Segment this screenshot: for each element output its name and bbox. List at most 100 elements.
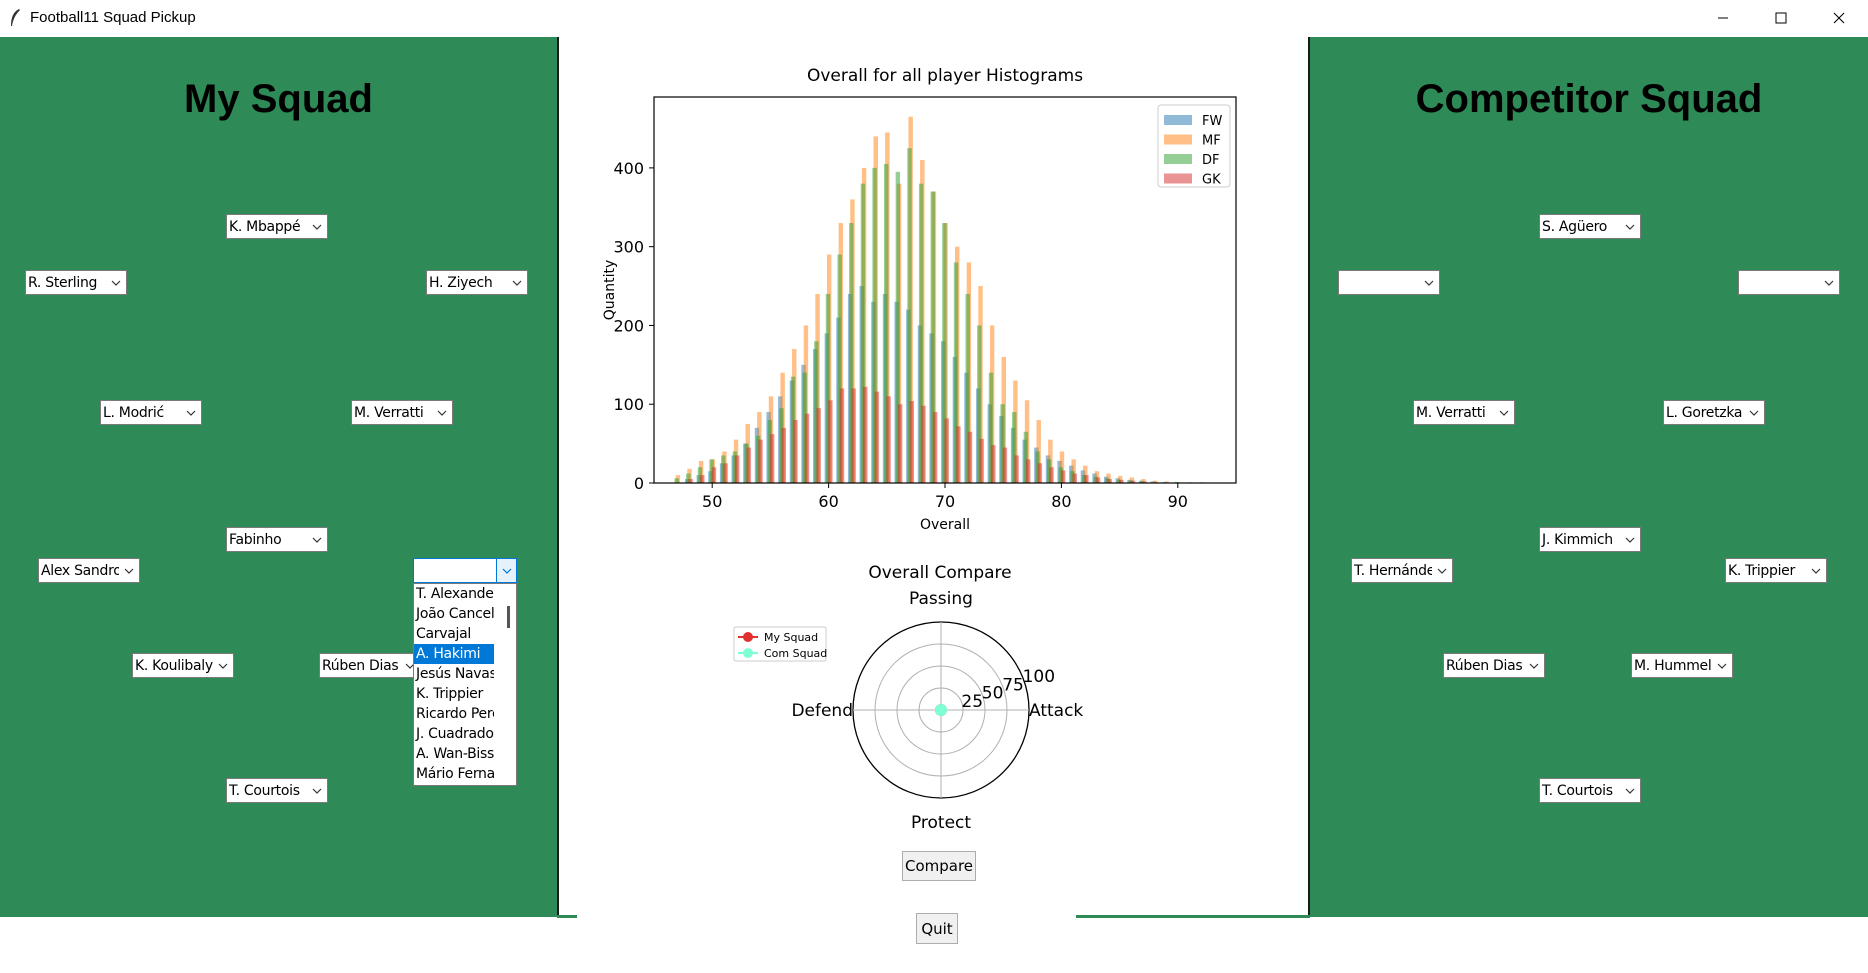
histogram-bar-gk — [921, 405, 926, 483]
dropdown-option[interactable]: Carvajal — [416, 626, 471, 642]
dropdown-arrow[interactable] — [307, 528, 327, 551]
player-select-df-right[interactable] — [413, 558, 517, 583]
y-tick-label: 0 — [634, 474, 644, 493]
compare-button[interactable]: Compare — [902, 851, 976, 881]
player-select-cb-right[interactable]: M. Hummels — [1631, 653, 1733, 678]
player-select-cb-left[interactable]: K. Koulibaly — [132, 653, 234, 678]
dropdown-arrow[interactable] — [1494, 401, 1514, 424]
player-select-mf-right[interactable]: M. Verratti — [351, 400, 453, 425]
dropdown-option[interactable]: K. Trippier — [416, 686, 483, 702]
histogram-bar-df — [697, 467, 703, 483]
dropdown-arrow[interactable] — [1806, 559, 1826, 582]
dropdown-arrow[interactable] — [1819, 271, 1839, 294]
radar-legend-label: Com Squad — [764, 647, 827, 660]
chevron-down-icon — [1811, 568, 1821, 574]
chevron-down-icon — [312, 788, 322, 794]
dropdown-option[interactable]: Jesús Navas — [416, 666, 494, 682]
player-select-fw-left[interactable]: R. Sterling — [25, 270, 127, 295]
histogram-bar-df — [1093, 476, 1098, 483]
y-tick-label: 100 — [613, 395, 644, 414]
histogram-bar-gk — [874, 391, 880, 483]
player-select-df-left[interactable]: T. Hernández — [1351, 558, 1453, 583]
histogram-bar-gk — [967, 431, 973, 483]
radar-title: Overall Compare — [868, 563, 1011, 583]
dropdown-arrow[interactable] — [507, 271, 527, 294]
player-select-fw-right[interactable]: H. Ziyech — [426, 270, 528, 295]
histogram-bar-df — [709, 459, 714, 483]
player-select-mf-left[interactable]: L. Modrić — [100, 400, 202, 425]
player-select-cb-left[interactable]: Rúben Dias — [1443, 653, 1545, 678]
histogram-bar-df — [721, 455, 726, 483]
player-select-fw-center[interactable]: S. Agüero — [1539, 214, 1641, 239]
chevron-down-icon — [1749, 410, 1759, 416]
legend-swatch-mf — [1164, 134, 1192, 145]
dropdown-arrow[interactable] — [1744, 401, 1764, 424]
histogram-bar-df — [895, 171, 901, 483]
minimize-button[interactable] — [1694, 0, 1752, 36]
dropdown-arrow[interactable] — [1620, 215, 1640, 238]
radar-tick-label: 50 — [982, 684, 1004, 704]
dropdown-option[interactable]: A. Hakimi — [414, 644, 494, 664]
histogram-bar-gk — [711, 467, 717, 483]
close-button[interactable] — [1810, 0, 1868, 36]
dropdown-option[interactable]: A. Wan-Bissaka — [416, 746, 494, 762]
player-select-mf-center[interactable]: Fabinho — [226, 527, 328, 552]
histogram-bar-df — [884, 163, 889, 484]
player-select-gk[interactable]: T. Courtois — [1539, 778, 1641, 803]
dropdown-arrow[interactable] — [1524, 654, 1544, 677]
player-select-value: T. Hernández — [1354, 562, 1432, 579]
player-select-mf-center[interactable]: J. Kimmich — [1539, 527, 1641, 552]
player-select-fw-center[interactable]: K. Mbappé — [226, 214, 328, 239]
dropdown-arrow[interactable] — [1620, 779, 1640, 802]
player-select-value: K. Koulibaly — [135, 657, 213, 674]
player-select-fw-right[interactable] — [1738, 270, 1840, 295]
player-select-mf-right[interactable]: L. Goretzka — [1663, 400, 1765, 425]
dropdown-arrow[interactable] — [400, 654, 420, 677]
histogram-bar-df — [953, 262, 959, 483]
player-select-df-left[interactable]: Alex Sandro — [38, 558, 140, 583]
radar-axis-label: Attack — [1029, 701, 1083, 721]
dropdown-option[interactable]: João Cancelo — [416, 606, 494, 622]
chevron-down-icon — [1499, 410, 1509, 416]
dropdown-arrow[interactable] — [496, 559, 516, 582]
dropdown-option[interactable]: Ricardo Pereira — [416, 706, 494, 722]
close-icon — [1833, 12, 1845, 24]
dropdown-arrow[interactable] — [213, 654, 233, 677]
player-select-mf-left[interactable]: M. Verratti — [1413, 400, 1515, 425]
maximize-icon — [1775, 12, 1787, 24]
player-select-cb-right[interactable]: Rúben Dias — [319, 653, 421, 678]
maximize-button[interactable] — [1752, 0, 1810, 36]
histogram-bar-gk — [804, 413, 810, 483]
quit-button[interactable]: Quit — [916, 913, 958, 944]
histogram-bar-df — [1000, 404, 1005, 483]
histogram-bar-gk — [828, 400, 833, 483]
histogram-bar-df — [965, 293, 970, 483]
player-select-fw-left[interactable] — [1338, 270, 1440, 295]
dropdown-arrow[interactable] — [307, 215, 327, 238]
histogram-bar-gk — [991, 445, 996, 483]
dropdown-arrow[interactable] — [1419, 271, 1439, 294]
histogram-bar-gk — [1084, 475, 1089, 483]
histogram-bar-df — [802, 372, 807, 483]
dropdown-option[interactable]: J. Cuadrado — [416, 726, 494, 742]
player-select-df-right[interactable]: K. Trippier — [1725, 558, 1827, 583]
dropdown-arrow[interactable] — [181, 401, 201, 424]
player-select-gk[interactable]: T. Courtois — [226, 778, 328, 803]
dropdown-arrow[interactable] — [307, 779, 327, 802]
dropdown-arrow[interactable] — [119, 559, 139, 582]
dropdown-scrollbar[interactable] — [507, 606, 510, 628]
dropdown-option[interactable]: T. Alexander-Arnold — [416, 586, 494, 602]
player-dropdown-list[interactable]: T. Alexander-Arnold João Cancelo Carvajal A… — [413, 583, 517, 786]
histogram-bar-gk — [816, 408, 821, 483]
dropdown-option[interactable]: Mário Fernandes — [416, 766, 494, 782]
dropdown-arrow[interactable] — [106, 271, 126, 294]
minimize-icon — [1718, 17, 1728, 19]
dropdown-arrow[interactable] — [1712, 654, 1732, 677]
x-tick-label: 90 — [1168, 492, 1188, 511]
pitch-edge-right — [1076, 915, 1310, 918]
chevron-down-icon — [312, 537, 322, 543]
dropdown-arrow[interactable] — [432, 401, 452, 424]
histogram-bar-gk — [1002, 447, 1008, 483]
dropdown-arrow[interactable] — [1432, 559, 1452, 582]
dropdown-arrow[interactable] — [1620, 528, 1640, 551]
